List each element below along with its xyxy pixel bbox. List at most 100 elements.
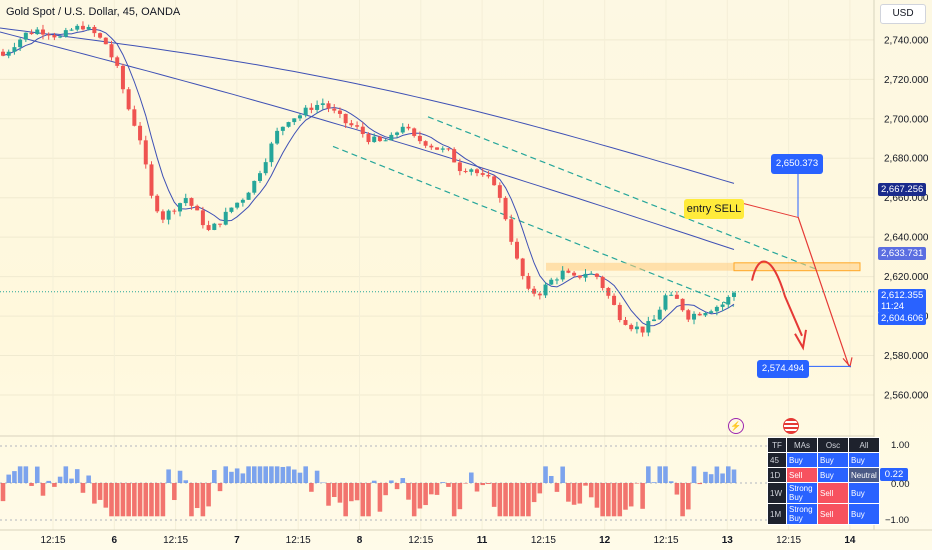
osc-bar bbox=[383, 483, 388, 496]
osc-bar bbox=[269, 466, 274, 483]
osc-bar bbox=[566, 483, 571, 502]
time-axis[interactable]: 12:15 6 12:15 7 12:15 8 12:15 11 12:15 12 12:15 13 1… bbox=[0, 529, 932, 546]
candle-body bbox=[80, 25, 85, 30]
candle-body bbox=[692, 313, 697, 320]
candle-body bbox=[686, 310, 691, 320]
entry-sell-label[interactable]: entry SELL bbox=[684, 199, 744, 219]
osc-bar bbox=[63, 466, 69, 483]
osc-bar bbox=[423, 483, 428, 506]
candle-body bbox=[457, 162, 462, 172]
candle-body bbox=[554, 279, 559, 281]
osc-bar bbox=[703, 471, 708, 483]
candle-body bbox=[377, 136, 382, 142]
osc-bar bbox=[46, 480, 51, 483]
candle-body bbox=[412, 128, 417, 136]
osc-bar bbox=[12, 471, 17, 483]
candle-body bbox=[218, 223, 223, 225]
candle-body bbox=[577, 275, 582, 278]
candles bbox=[1, 21, 736, 337]
candle-body bbox=[440, 148, 445, 150]
candle-body bbox=[326, 103, 331, 109]
countdown-value: 11:24 bbox=[881, 301, 905, 312]
candle-body bbox=[178, 203, 183, 212]
channel-upper bbox=[427, 116, 816, 270]
osc-bar bbox=[594, 483, 600, 508]
candle-body bbox=[509, 219, 514, 242]
candle-body bbox=[172, 210, 177, 212]
candle-body bbox=[572, 272, 577, 276]
osc-bar bbox=[731, 469, 737, 483]
candle-body bbox=[646, 321, 651, 333]
lightning-icon[interactable]: ⚡ bbox=[728, 418, 744, 434]
candle-body bbox=[634, 326, 639, 330]
candle-body bbox=[58, 36, 63, 38]
osc-current-value: 0.22 bbox=[880, 468, 908, 481]
price-tick-label: 2,720.000 bbox=[884, 75, 929, 86]
osc-bar bbox=[23, 466, 29, 483]
candle-body bbox=[309, 107, 314, 110]
osc-bar bbox=[726, 466, 731, 483]
osc-bar bbox=[469, 472, 474, 483]
candle-body bbox=[315, 104, 320, 110]
osc-bar bbox=[251, 466, 257, 483]
time-tick-label: 12:15 bbox=[163, 535, 188, 546]
tf-row-tf: 1M bbox=[767, 503, 787, 525]
osc-bar bbox=[657, 466, 663, 483]
osc-bar bbox=[508, 483, 514, 517]
osc-bar bbox=[177, 470, 183, 483]
candle-body bbox=[709, 311, 714, 313]
osc-bar bbox=[366, 483, 371, 517]
candle-body bbox=[149, 164, 154, 196]
tf-row-tf: 1D bbox=[767, 467, 787, 483]
projection-line bbox=[797, 216, 850, 367]
candle-body bbox=[195, 205, 200, 211]
candle-body bbox=[332, 108, 337, 111]
candle-body bbox=[120, 65, 125, 90]
price-tick-label: 2,660.000 bbox=[884, 193, 929, 204]
osc-bar bbox=[331, 483, 337, 498]
osc-axis-tick-bottom: −1.00 bbox=[885, 515, 910, 526]
candle-body bbox=[206, 225, 211, 230]
osc-bar bbox=[451, 483, 457, 517]
currency-button[interactable]: USD bbox=[880, 4, 926, 24]
osc-bar bbox=[457, 483, 463, 510]
osc-bar bbox=[280, 466, 286, 483]
osc-bar bbox=[611, 483, 617, 517]
candle-body bbox=[566, 270, 571, 273]
us-flag-icon[interactable] bbox=[783, 418, 799, 434]
candle-body bbox=[29, 32, 34, 35]
candle-body bbox=[297, 115, 302, 119]
candle-body bbox=[229, 207, 234, 212]
osc-bar bbox=[491, 483, 497, 507]
candle-body bbox=[406, 126, 411, 129]
osc-bar bbox=[674, 483, 680, 495]
osc-bar bbox=[668, 481, 674, 483]
time-tick-label: 11 bbox=[477, 535, 488, 546]
target-high-label[interactable]: 2,650.373 bbox=[771, 154, 823, 174]
osc-bar bbox=[714, 466, 720, 483]
candle-body bbox=[200, 210, 205, 226]
time-tick-label: 12:15 bbox=[653, 535, 678, 546]
osc-bar bbox=[520, 483, 525, 517]
candle-body bbox=[629, 324, 634, 330]
candle-body bbox=[583, 273, 588, 278]
candle-body bbox=[52, 34, 57, 38]
osc-bar bbox=[309, 483, 314, 492]
candle-body bbox=[452, 149, 457, 163]
tf-header-all: All bbox=[848, 437, 880, 453]
candle-body bbox=[497, 185, 502, 198]
price-tick-label: 2,560.000 bbox=[884, 391, 929, 402]
candle-body bbox=[166, 210, 171, 220]
osc-bar bbox=[503, 483, 508, 517]
entry-pointer-line bbox=[743, 203, 799, 218]
osc-bar bbox=[560, 466, 565, 483]
candle-body bbox=[560, 270, 565, 280]
candle-body bbox=[12, 47, 17, 52]
osc-bar bbox=[686, 483, 691, 510]
target-low-label[interactable]: 2,574.494 bbox=[757, 360, 809, 378]
price-tick-label: 2,700.000 bbox=[884, 114, 929, 125]
candle-body bbox=[400, 126, 405, 133]
time-tick-label: 12 bbox=[599, 535, 611, 546]
osc-bar bbox=[606, 483, 611, 517]
candle-body bbox=[475, 169, 480, 174]
